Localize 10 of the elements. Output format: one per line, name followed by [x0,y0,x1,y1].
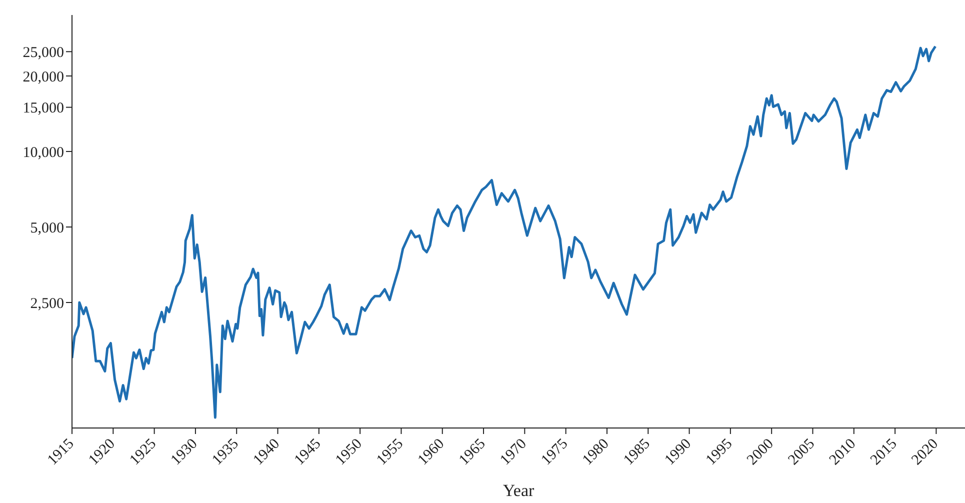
y-tick-label: 2,500 [30,296,64,312]
x-tick-label: 1990 [662,436,695,468]
y-tick-label: 10,000 [22,144,64,161]
x-axis-title: Year [502,481,534,500]
y-tick-label: 15,000 [22,100,64,117]
x-tick-label: 1940 [250,436,284,468]
y-tick-label: 5,000 [30,220,64,236]
y-tick-label: 25,000 [22,44,64,61]
line-series [72,45,937,419]
y-tick-label: 20,000 [22,69,64,86]
